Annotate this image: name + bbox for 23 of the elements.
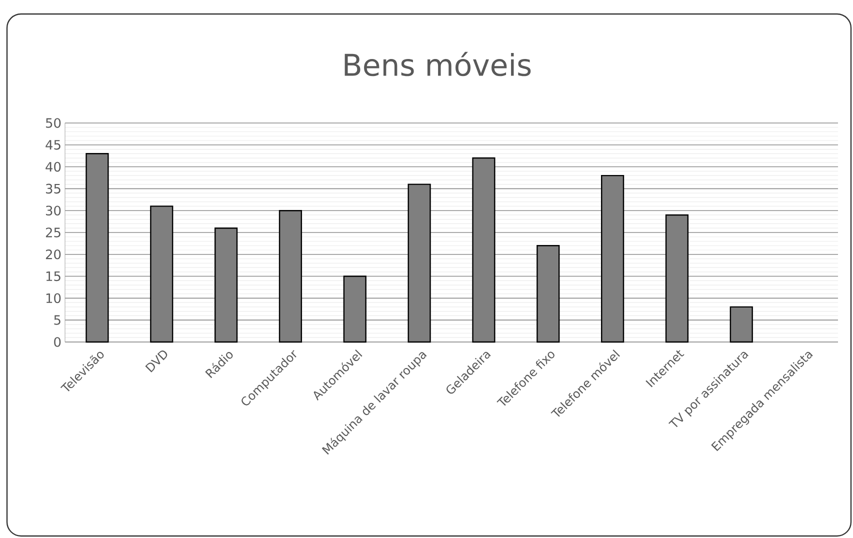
chart-title: Bens móveis — [344, 52, 531, 76]
y-tick-label: 25 — [46, 228, 60, 238]
y-tick-label: 45 — [46, 140, 60, 150]
y-tick-label: 30 — [46, 206, 61, 216]
bar — [730, 306, 753, 343]
y-tick-label: 20 — [46, 249, 61, 260]
y-tick-label: 50 — [46, 118, 61, 128]
y-tick-label: 15 — [46, 271, 60, 282]
y-tick-label: 0 — [54, 337, 61, 347]
bar — [86, 153, 109, 343]
bar — [343, 276, 366, 343]
bar — [472, 157, 496, 343]
bar — [665, 214, 689, 343]
y-tick-label: 10 — [46, 293, 61, 304]
bar — [150, 206, 174, 343]
y-tick-label: 5 — [54, 315, 60, 325]
bar — [278, 210, 302, 343]
bar — [536, 245, 560, 343]
bar — [601, 174, 624, 343]
bar — [408, 184, 431, 343]
bar — [214, 228, 238, 343]
y-tick-label: 35 — [46, 184, 60, 194]
y-tick-label: 40 — [46, 162, 61, 172]
